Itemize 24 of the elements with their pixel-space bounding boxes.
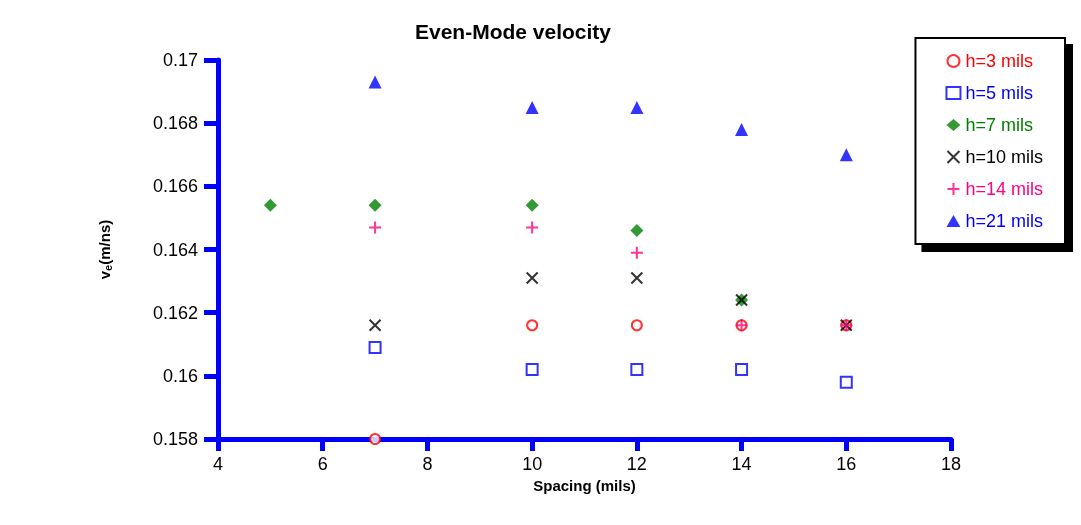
legend-label: h=14 mils: [965, 179, 1044, 199]
x-tick-label: 18: [940, 454, 962, 474]
x-tick-label: 14: [731, 454, 752, 474]
y-tick-label: 0.164: [152, 239, 198, 260]
x-tick-label: 16: [836, 454, 857, 474]
legend-label: h=21 mils: [965, 211, 1044, 231]
y-tick-label: 0.162: [152, 302, 198, 323]
x-tick-label: 6: [317, 454, 328, 474]
legend-label: h=3 mils: [965, 51, 1033, 71]
y-tick-label: 0.17: [162, 50, 198, 70]
x-axis-title: Spacing (mils): [533, 476, 636, 494]
legend-label: h=7 mils: [965, 115, 1033, 135]
y-tick-label: 0.16: [162, 365, 198, 386]
x-tick-label: 10: [522, 454, 543, 474]
x-tick-label: 4: [212, 454, 224, 474]
y-tick-label: 0.168: [152, 113, 198, 134]
legend-label: h=10 mils: [965, 147, 1044, 167]
x-tick-label: 8: [422, 454, 433, 474]
x-tick-label: 12: [626, 454, 647, 474]
chart-title: Even-Mode velocity: [414, 20, 612, 43]
legend-label: h=5 mils: [965, 83, 1033, 103]
y-axis-title: ve(m/ns): [96, 219, 114, 280]
y-tick-label: 0.166: [152, 176, 198, 197]
y-tick-label: 0.158: [152, 429, 198, 449]
